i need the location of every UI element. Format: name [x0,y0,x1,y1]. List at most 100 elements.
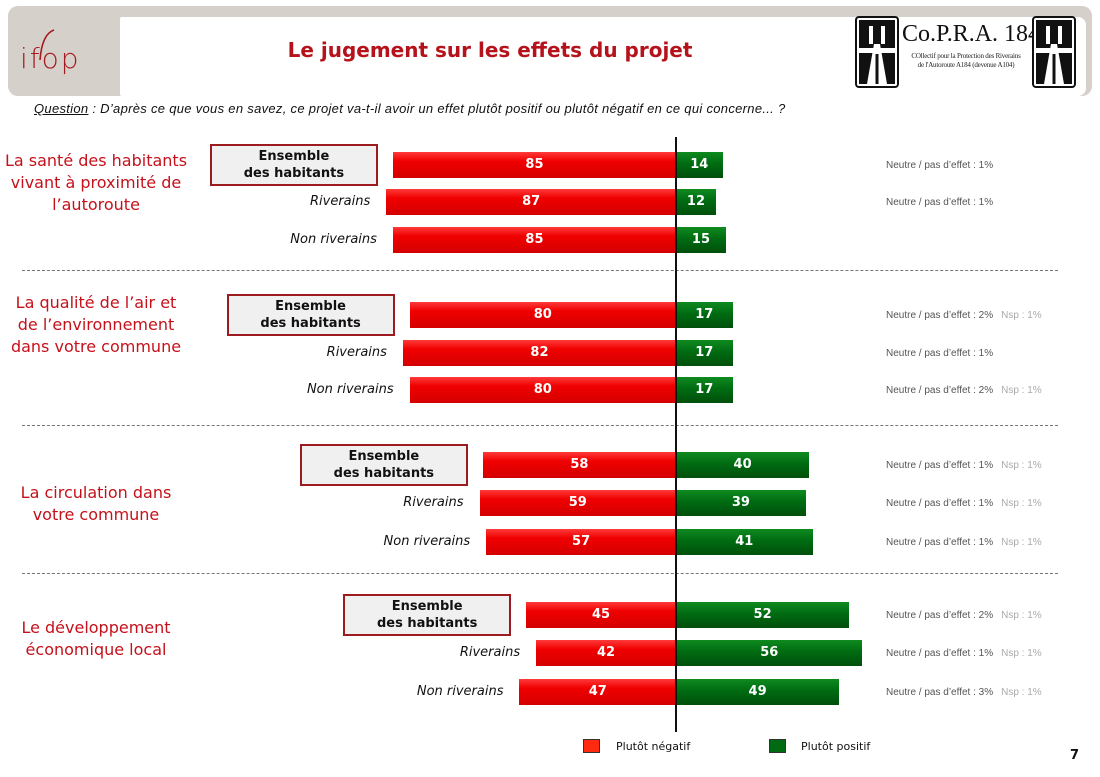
group-label-line: Ensemble [391,599,463,614]
section-separator [22,573,1058,574]
nsp-value: Nsp : 1% [1001,384,1042,396]
bar-positif: 17 [676,377,733,403]
bar-negatif: 82 [402,340,676,366]
motorway-sign-icon [1032,16,1076,88]
bar-positif: 56 [676,640,863,666]
group-label-box: Ensemble des habitants [343,594,512,636]
bar-positif: 12 [676,189,716,215]
nsp-value: Nsp : 1% [1001,536,1042,548]
ifop-logo-text: ifop [20,42,81,75]
bar-negatif: 45 [526,602,676,628]
bar-negatif: 80 [409,302,676,328]
legend-swatch-negative [583,739,600,753]
group-label-line: Ensemble [258,149,330,164]
section-separator [22,270,1058,271]
bar-negatif: 80 [409,377,676,403]
nsp-value: Nsp : 1% [1001,309,1042,321]
side-notes: Neutre / pas d’effet : 2% Nsp : 1% [886,383,1098,397]
bar-negatif: 59 [479,490,676,516]
bar-positif: 17 [676,340,733,366]
ifop-logo: ifop [20,29,81,75]
page-title: Le jugement sur les effets du projet [287,38,693,62]
neutral-value: Neutre / pas d’effet : 1% [886,497,994,509]
bar-positif: 14 [676,152,723,178]
zero-axis-line [675,137,677,732]
page-number: 7 [1070,748,1080,763]
legend-label-negative: Plutôt négatif [616,740,691,753]
group-label-line: des habitants [333,466,435,481]
group-label: Riverains [403,495,464,510]
side-notes: Neutre / pas d’effet : 3% Nsp : 1% [886,685,1098,699]
copra-subtitle-line1: COllectif pour la Protection des Riverai… [911,52,1021,60]
group-label-box: Ensemble des habitants [299,444,468,486]
side-notes: Neutre / pas d’effet : 1% Nsp : 1% [886,535,1098,549]
neutral-value: Neutre / pas d’effet : 2% [886,384,994,396]
side-notes: Neutre / pas d’effet : 2% Nsp : 1% [886,308,1098,322]
bar-positif: 41 [676,529,813,555]
group-label-line: des habitants [243,166,345,181]
category-label: Le développement économique local [21,618,171,659]
bar-negatif: 85 [392,152,676,178]
neutral-value: Neutre / pas d’effet : 1% [886,159,994,171]
section-separator [22,425,1058,426]
group-label: Non riverains [416,684,504,699]
bar-negatif: 47 [519,679,676,705]
group-label: Non riverains [306,382,394,397]
question-label: Question [34,101,89,116]
neutral-value: Neutre / pas d’effet : 1% [886,459,994,471]
bar-positif: 49 [676,679,840,705]
legend-label-positive: Plutôt positif [801,740,871,753]
side-notes: Neutre / pas d’effet : 1% [886,158,1098,172]
category-label: La santé des habitants vivant à proximit… [4,151,188,214]
group-label-line: Ensemble [348,449,420,464]
group-label-line: des habitants [376,616,478,631]
question-text: : D’après ce que vous en savez, ce proje… [88,101,786,116]
bar-positif: 40 [676,452,810,478]
side-notes: Neutre / pas d’effet : 1% Nsp : 1% [886,646,1098,660]
side-notes: Neutre / pas d’effet : 1% [886,195,1098,209]
side-notes: Neutre / pas d’effet : 1% [886,346,1098,360]
group-label-box: Ensemble des habitants [226,294,395,336]
group-label: Non riverains [383,534,471,549]
bar-positif: 15 [676,227,726,253]
neutral-value: Neutre / pas d’effet : 2% [886,609,994,621]
bar-negatif: 42 [536,640,676,666]
bar-positif: 39 [676,490,806,516]
motorway-sign-icon [855,16,899,88]
copra-logo-subtitle: COllectif pour la Protection des Riverai… [902,52,1030,70]
nsp-value: Nsp : 1% [1001,609,1042,621]
bar-positif: 52 [676,602,850,628]
bar-negatif: 58 [482,452,676,478]
neutral-value: Neutre / pas d’effet : 1% [886,647,994,659]
legend-swatch-positive [769,739,786,753]
side-notes: Neutre / pas d’effet : 1% Nsp : 1% [886,458,1098,472]
side-notes: Neutre / pas d’effet : 2% Nsp : 1% [886,608,1098,622]
neutral-value: Neutre / pas d’effet : 3% [886,686,994,698]
category-label: La qualité de l’air et de l’environnemen… [10,293,182,356]
nsp-value: Nsp : 1% [1001,686,1042,698]
neutral-value: Neutre / pas d’effet : 1% [886,347,994,359]
nsp-value: Nsp : 1% [1001,647,1042,659]
group-label: Riverains [310,194,371,209]
group-label-line: Ensemble [275,299,346,314]
group-label: Non riverains [290,232,377,247]
nsp-value: Nsp : 1% [1001,497,1042,509]
copra-logo-title: Co.P.R.A. 184 [902,21,1041,47]
bar-negatif: 87 [386,189,676,215]
survey-question: Question : D’après ce que vous en savez,… [34,101,1094,116]
bar-positif: 17 [676,302,733,328]
copra-subtitle-line2: de l'Autoroute A184 (devenue A104) [917,61,1015,69]
group-label: Riverains [459,645,521,660]
bar-negatif: 85 [392,227,676,253]
header-banner [8,6,1092,96]
nsp-value: Nsp : 1% [1001,459,1042,471]
neutral-value: Neutre / pas d’effet : 1% [886,196,994,208]
side-notes: Neutre / pas d’effet : 1% Nsp : 1% [886,496,1098,510]
neutral-value: Neutre / pas d’effet : 1% [886,536,994,548]
header-title-panel [120,17,1086,96]
neutral-value: Neutre / pas d’effet : 2% [886,309,994,321]
group-label-box: Ensemble des habitants [209,144,378,186]
group-label: Riverains [326,345,387,360]
category-label: La circulation dans votre commune [20,483,172,524]
bar-negatif: 57 [486,529,676,555]
